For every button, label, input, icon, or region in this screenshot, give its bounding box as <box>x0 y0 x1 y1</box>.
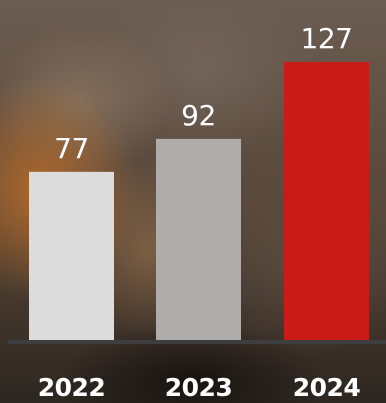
x-tick-label-2023: 2023 <box>165 373 233 402</box>
x-tick-label-2022: 2022 <box>38 373 106 402</box>
labels: 77 2022 92 2023 127 2024 <box>38 22 361 402</box>
bars <box>29 62 369 341</box>
data-label-2023: 92 <box>181 99 216 132</box>
data-label-2022: 77 <box>54 132 89 165</box>
bar-2022 <box>29 171 114 341</box>
bar-2024 <box>284 62 369 341</box>
data-label-2024: 127 <box>301 22 353 55</box>
x-tick-label-2024: 2024 <box>293 373 361 402</box>
bar-2023 <box>156 138 241 341</box>
